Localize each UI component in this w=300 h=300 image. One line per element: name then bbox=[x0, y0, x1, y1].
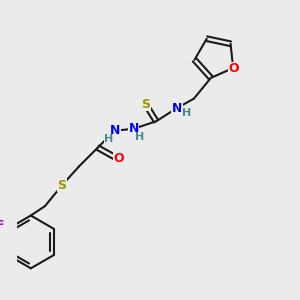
Text: H: H bbox=[182, 108, 191, 118]
Text: S: S bbox=[57, 179, 66, 192]
Text: S: S bbox=[141, 98, 150, 111]
Text: O: O bbox=[229, 62, 239, 75]
Text: N: N bbox=[172, 102, 182, 115]
Text: H: H bbox=[104, 134, 114, 144]
Text: N: N bbox=[128, 122, 139, 135]
Text: F: F bbox=[0, 219, 5, 232]
Text: H: H bbox=[135, 132, 144, 142]
Text: O: O bbox=[113, 152, 124, 166]
Text: N: N bbox=[110, 124, 120, 137]
